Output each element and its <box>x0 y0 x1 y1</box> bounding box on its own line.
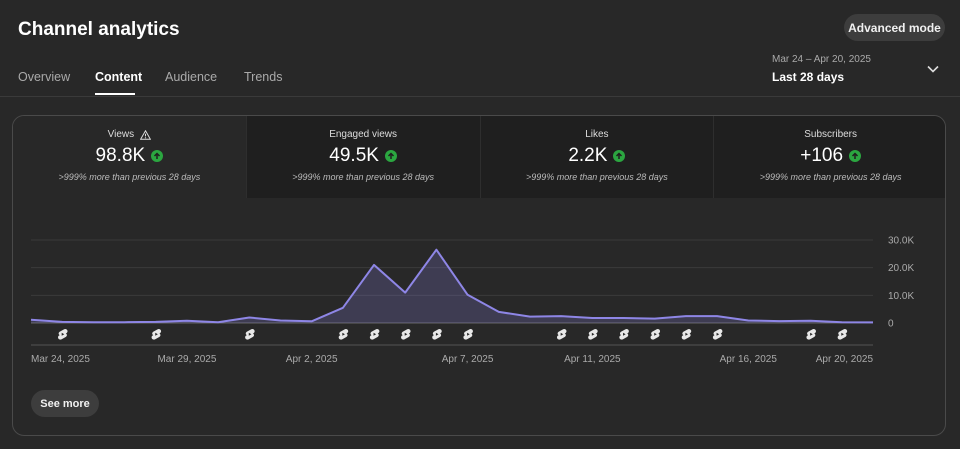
see-more-button[interactable]: See more <box>31 390 99 417</box>
date-range-label: Last 28 days <box>772 70 845 84</box>
date-range-selector[interactable]: Mar 24 – Apr 20, 2025 Last 28 days <box>772 54 871 84</box>
shorts-upload-icon[interactable] <box>151 329 162 340</box>
tab-audience[interactable]: Audience <box>165 70 218 84</box>
shorts-upload-icon[interactable] <box>58 329 68 340</box>
arrow-up-icon <box>613 150 626 162</box>
metric-label: Subscribers <box>804 129 858 140</box>
views-area <box>31 249 873 323</box>
metric-views[interactable]: Views 98.8K >999% more than previous 28 … <box>13 116 247 198</box>
header-divider <box>0 96 960 97</box>
metric-label: Engaged views <box>329 129 398 140</box>
warning-icon <box>140 129 152 140</box>
tab-overview[interactable]: Overview <box>18 70 71 84</box>
shorts-upload-icon[interactable] <box>338 329 349 340</box>
shorts-upload-icon[interactable] <box>806 329 816 340</box>
metric-comparison: >999% more than previous 28 days <box>58 172 201 182</box>
metric-label: Likes <box>585 129 609 140</box>
metric-engaged-views[interactable]: Engaged views 49.5K >999% more than prev… <box>246 116 481 198</box>
shorts-upload-icon[interactable] <box>712 329 723 340</box>
shorts-upload-icon[interactable] <box>463 329 473 340</box>
arrow-up-icon <box>849 150 862 162</box>
metric-likes[interactable]: Likes 2.2K >999% more than previous 28 d… <box>480 116 715 198</box>
metric-label: Views <box>107 129 135 140</box>
advanced-mode-button[interactable]: Advanced mode <box>844 14 945 41</box>
x-tick-label: Apr 2, 2025 <box>286 354 338 365</box>
tab-content[interactable]: Content <box>95 70 143 84</box>
y-tick-label: 0 <box>888 319 894 330</box>
y-tick-label: 10.0K <box>888 291 914 302</box>
x-tick-label: Apr 16, 2025 <box>720 354 778 365</box>
shorts-upload-icon[interactable] <box>245 329 255 340</box>
metric-value: +106 <box>800 145 844 166</box>
metric-value: 2.2K <box>568 145 608 166</box>
y-tick-label: 30.0K <box>888 236 914 247</box>
x-tick-label: Mar 24, 2025 <box>31 354 90 365</box>
y-tick-label: 20.0K <box>888 263 914 274</box>
metric-comparison: >999% more than previous 28 days <box>525 172 668 182</box>
shorts-upload-icon[interactable] <box>432 329 442 340</box>
x-tick-label: Apr 20, 2025 <box>816 354 874 365</box>
x-tick-label: Apr 7, 2025 <box>442 354 494 365</box>
arrow-up-icon <box>384 150 397 162</box>
metric-comparison: >999% more than previous 28 days <box>292 172 435 182</box>
active-tab-indicator <box>95 93 135 95</box>
shorts-upload-icon[interactable] <box>588 329 598 340</box>
shorts-upload-icon[interactable] <box>556 329 567 340</box>
chevron-down-icon[interactable] <box>926 62 940 76</box>
metric-subscribers[interactable]: Subscribers +106 >999% more than previou… <box>714 116 945 198</box>
tab-trends[interactable]: Trends <box>244 70 283 84</box>
arrow-up-icon <box>151 150 164 162</box>
shorts-upload-icon[interactable] <box>619 329 629 340</box>
shorts-upload-icon[interactable] <box>837 329 848 340</box>
shorts-upload-icon[interactable] <box>650 329 661 340</box>
metric-value: 49.5K <box>329 145 379 166</box>
shorts-upload-icon[interactable] <box>401 329 411 340</box>
x-tick-label: Apr 11, 2025 <box>564 354 621 365</box>
views-series-line <box>30 248 874 324</box>
date-range-dates: Mar 24 – Apr 20, 2025 <box>772 54 871 65</box>
analytics-card: Views 98.8K >999% more than previous 28 … <box>12 115 946 436</box>
metric-value: 98.8K <box>95 145 146 166</box>
metric-comparison: >999% more than previous 28 days <box>759 172 902 182</box>
shorts-upload-icon[interactable] <box>681 329 692 340</box>
shorts-upload-icon[interactable] <box>369 329 380 340</box>
metric-tabs: Views 98.8K >999% more than previous 28 … <box>13 116 945 198</box>
page-title: Channel analytics <box>18 19 180 40</box>
x-tick-label: Mar 29, 2025 <box>157 354 216 365</box>
